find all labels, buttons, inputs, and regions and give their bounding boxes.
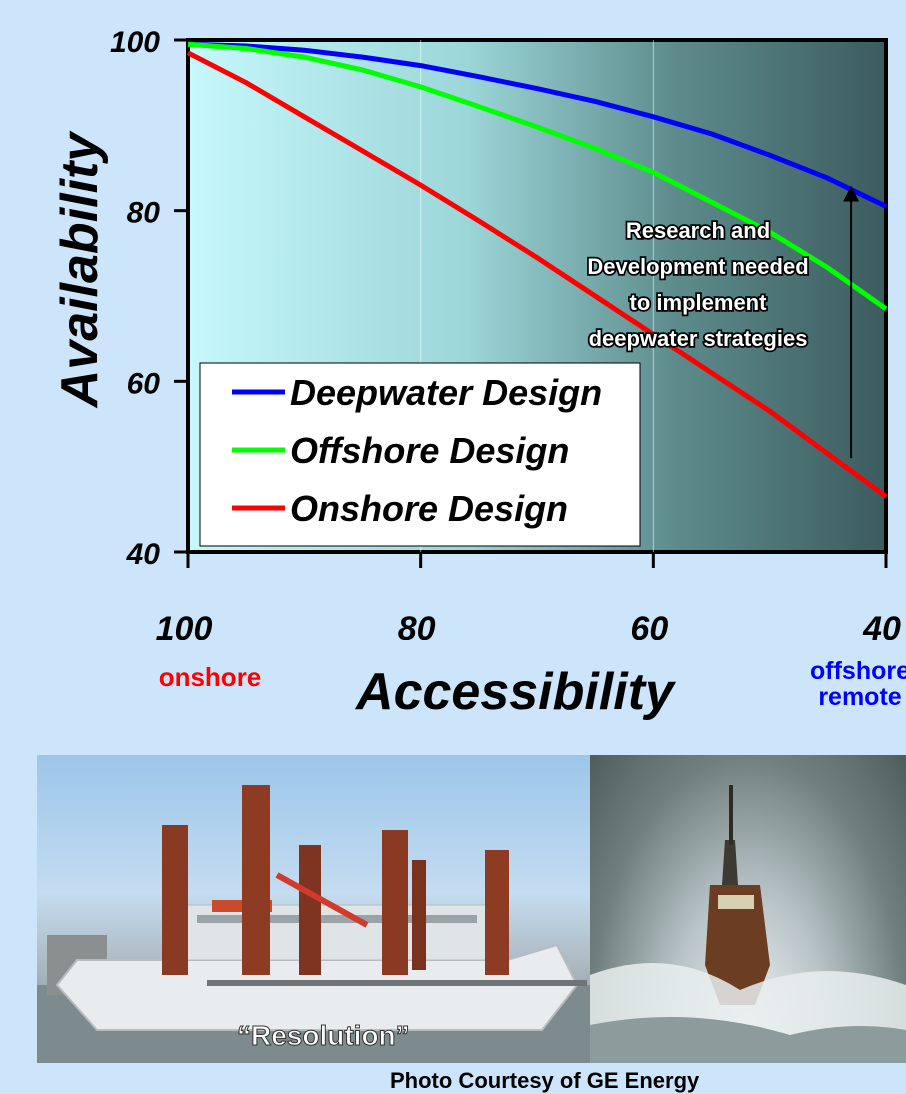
y-tick-label-1: 80: [127, 197, 161, 230]
y-tick-label-3: 40: [126, 538, 161, 571]
x-axis-ticks: 100 80 60 40: [156, 552, 901, 640]
installation-vessel-photo: “Resolution”: [37, 755, 590, 1063]
annotation-line-2: to implement: [630, 290, 768, 315]
x-tick-label-1: 80: [398, 610, 436, 640]
annotation-line-3: deepwater strategies: [589, 326, 808, 351]
boat-illustration: [590, 785, 906, 1063]
x-tick-label-2: 60: [630, 610, 668, 640]
offshore-remote-label: offshore remote: [790, 658, 906, 711]
x-tick-label-0: 100: [156, 610, 213, 640]
legend: Deepwater Design Offshore Design Onshore D…: [232, 372, 602, 529]
annotation-line-0: Research and: [626, 218, 770, 243]
legend-label-deepwater-design: Deepwater Design: [290, 372, 602, 413]
remote-label: remote: [818, 683, 902, 712]
onshore-label: onshore: [158, 662, 262, 692]
series-line-offshore-design: [187, 41, 888, 311]
annotation-line-1: Development needed: [587, 254, 808, 279]
legend-label-onshore-design: Onshore Design: [290, 488, 568, 529]
y-axis-ticks: 100 80 60 40: [110, 26, 188, 571]
series-line-onshore-design: [186, 50, 888, 499]
y-tick-label-2: 60: [127, 367, 161, 400]
stormy-sea-boat-photo: [590, 755, 906, 1063]
legend-label-offshore-design: Offshore Design: [290, 430, 569, 471]
series-line-deepwater-design: [187, 41, 888, 209]
y-axis-label: Availability: [51, 130, 109, 410]
annotation-text: Research and Development needed to impleme…: [586, 216, 811, 353]
x-axis-label: Accessibility: [356, 663, 674, 721]
ship-illustration: “Resolution”: [37, 785, 590, 1063]
ship-name: “Resolution”: [237, 1020, 410, 1051]
availability-chart: 100 80 60 40 100 80 60 40 Research and Developm…: [51, 26, 901, 640]
x-tick-label-3: 40: [862, 610, 901, 640]
offshore-label: offshore: [810, 657, 906, 685]
y-tick-label-0: 100: [110, 26, 160, 59]
photo-caption: Photo Courtesy of GE Energy: [390, 1068, 700, 1093]
series-lines: [186, 41, 888, 499]
